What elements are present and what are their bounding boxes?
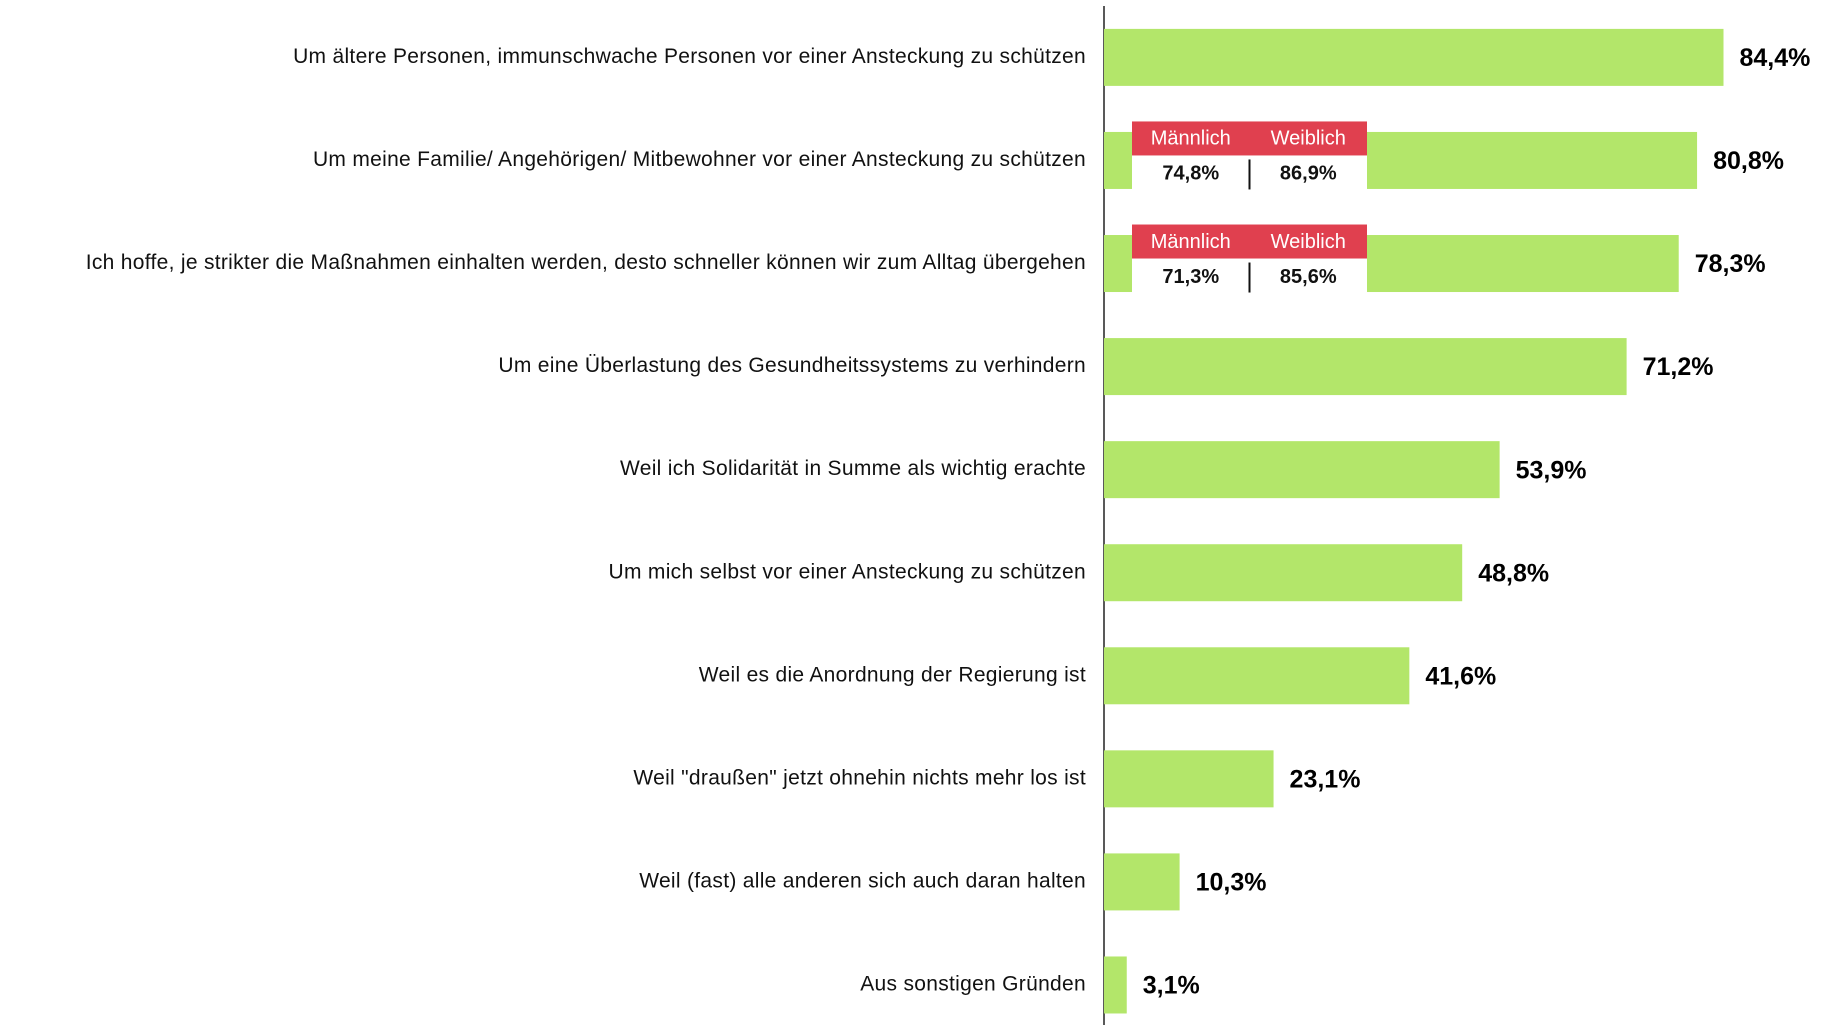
category-label: Weil (fast) alle anderen sich auch daran… (639, 869, 1086, 892)
breakdown-value: 86,9% (1280, 163, 1337, 185)
breakdown-value: 74,8% (1162, 163, 1219, 185)
breakdown-header (1132, 121, 1367, 156)
value-label: 78,3% (1695, 250, 1766, 278)
category-label: Weil es die Anordnung der Regierung ist (699, 663, 1086, 686)
bar (1104, 853, 1180, 911)
category-label: Weil ich Solidarität in Summe als wichti… (620, 457, 1086, 480)
category-label: Aus sonstigen Gründen (860, 973, 1086, 996)
value-label: 84,4% (1739, 44, 1810, 72)
breakdown-group: Männlich (1151, 231, 1231, 253)
value-label: 3,1% (1143, 972, 1200, 1000)
bar (1104, 338, 1627, 396)
category-label: Ich hoffe, je strikter die Maßnahmen ein… (86, 251, 1086, 274)
breakdown-group: Weiblich (1271, 231, 1346, 253)
value-label: 48,8% (1478, 559, 1549, 587)
value-label: 23,1% (1290, 765, 1361, 793)
category-label: Weil "draußen" jetzt ohnehin nichts mehr… (633, 766, 1086, 789)
value-label: 71,2% (1643, 353, 1714, 381)
bar (1104, 647, 1410, 705)
value-label: 41,6% (1425, 662, 1496, 690)
value-label: 10,3% (1196, 869, 1267, 897)
bar (1104, 544, 1463, 602)
category-label: Um ältere Personen, immunschwache Person… (293, 45, 1086, 68)
breakdown-group: Männlich (1151, 128, 1231, 150)
breakdown-value: 85,6% (1280, 266, 1337, 288)
value-label: 53,9% (1516, 456, 1587, 484)
bar (1104, 956, 1127, 1014)
category-label: Um mich selbst vor einer Ansteckung zu s… (609, 560, 1086, 583)
bar (1104, 441, 1500, 499)
bar (1104, 28, 1724, 86)
category-label: Um meine Familie/ Angehörigen/ Mitbewohn… (313, 148, 1086, 171)
breakdown-value: 71,3% (1162, 266, 1219, 288)
value-label: 80,8% (1713, 147, 1784, 175)
breakdown-header (1132, 224, 1367, 259)
breakdown-group: Weiblich (1271, 128, 1346, 150)
bar (1104, 750, 1274, 808)
category-label: Um eine Überlastung des Gesundheitssyste… (498, 354, 1086, 377)
